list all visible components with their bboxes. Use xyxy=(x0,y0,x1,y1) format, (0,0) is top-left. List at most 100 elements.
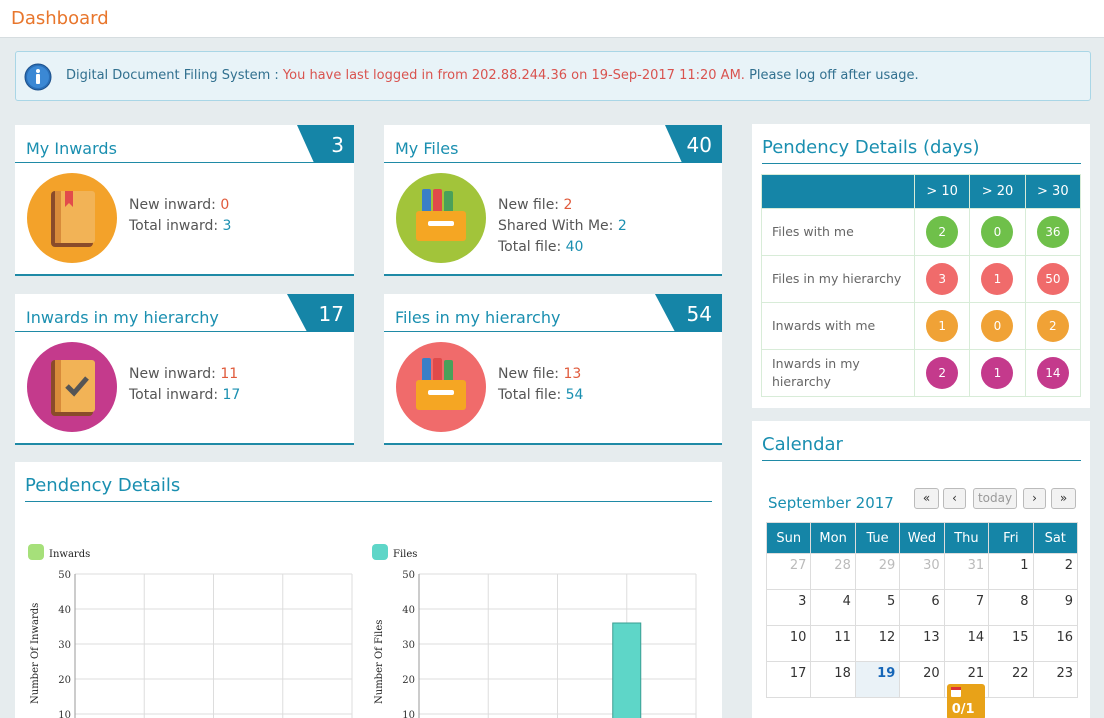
alert-text: Digital Document Filing System : You hav… xyxy=(66,68,919,83)
calendar-day[interactable]: 18 xyxy=(810,661,856,698)
calendar-day[interactable]: 11 xyxy=(810,625,856,662)
pendency-cell: 0 xyxy=(969,302,1026,350)
calendar-day[interactable]: 1 xyxy=(988,553,1034,590)
pendency-cell: 3 xyxy=(913,255,971,303)
calendar-day[interactable]: 8 xyxy=(988,589,1034,626)
day-number: 31 xyxy=(967,558,985,573)
count-dot[interactable]: 2 xyxy=(1036,310,1069,342)
calendar-day[interactable]: 21 0/1 xyxy=(943,661,990,718)
day-number: 30 xyxy=(923,558,940,573)
inwards-bar-chart: 50 40 30 20 10 Number Of Inwards xyxy=(30,570,353,718)
day-number: 18 xyxy=(834,666,851,681)
prev-year-button[interactable]: « xyxy=(914,488,939,509)
y-tick-label: 50 xyxy=(58,570,71,581)
count-dot[interactable]: 14 xyxy=(1036,357,1069,389)
calendar-day[interactable]: 10 xyxy=(765,625,812,662)
row-label: Files in my hierarchy xyxy=(761,255,915,303)
card-header: My Inwards xyxy=(15,125,354,163)
files-bar-chart: 50 40 30 20 10 Number Of Files xyxy=(374,570,697,718)
calendar-day[interactable]: 31 xyxy=(943,553,990,590)
day-number: 5 xyxy=(886,594,896,609)
weekday-header: Wed xyxy=(899,522,945,554)
prev-month-button[interactable]: ‹ xyxy=(943,488,966,509)
calendar-day[interactable]: 5 xyxy=(854,589,901,626)
calendar-day[interactable]: 28 xyxy=(810,553,856,590)
pendency-row: Files in my hierarchy 3 1 50 xyxy=(761,255,1082,303)
calendar-day[interactable]: 14 xyxy=(943,625,990,662)
bar[interactable] xyxy=(612,622,642,718)
my-files-card[interactable]: My Files 40 New file: 2 Shared With Me: … xyxy=(384,125,722,276)
calendar-week: 17 18 19 20 21 0/1 22 23 xyxy=(765,661,1079,718)
card-title: Inwards in my hierarchy xyxy=(26,308,219,327)
calendar-day[interactable]: 12 xyxy=(854,625,901,662)
calendar-day[interactable]: 22 xyxy=(988,661,1034,698)
row-label: Files with me xyxy=(761,208,915,256)
count-dot[interactable]: 2 xyxy=(926,216,959,248)
calendar-day[interactable]: 6 xyxy=(899,589,945,626)
calendar-day[interactable]: 17 xyxy=(765,661,812,698)
calendar-day[interactable]: 9 xyxy=(1032,589,1079,626)
next-month-button[interactable]: › xyxy=(1023,488,1046,509)
day-number: 20 xyxy=(923,666,940,681)
count-dot[interactable]: 0 xyxy=(981,310,1014,342)
info-icon xyxy=(24,63,52,91)
calendar-day[interactable]: 29 xyxy=(854,553,901,590)
calendar-day[interactable]: 3 xyxy=(765,589,812,626)
card-stats: New inward: 0 Total inward: 3 xyxy=(129,197,232,234)
count-dot[interactable]: 1 xyxy=(981,357,1014,389)
calendar-day[interactable]: 30 xyxy=(899,553,945,590)
calendar-day[interactable]: 13 xyxy=(899,625,945,662)
day-number: 16 xyxy=(1056,630,1073,645)
y-tick-label: 40 xyxy=(58,605,71,616)
count-dot[interactable]: 3 xyxy=(926,263,959,295)
calendar-day[interactable]: 15 xyxy=(988,625,1034,662)
inward-book-icon xyxy=(27,173,117,263)
count-dot[interactable]: 36 xyxy=(1036,216,1069,248)
y-tick-label: 20 xyxy=(58,675,71,686)
col-header xyxy=(761,174,915,209)
calendar-event[interactable]: 0/1 xyxy=(946,684,985,718)
day-number: 28 xyxy=(834,558,851,573)
col-header: > 20 xyxy=(969,174,1026,209)
calendar-day[interactable]: 4 xyxy=(810,589,856,626)
count-dot[interactable]: 1 xyxy=(981,263,1014,295)
calendar-day[interactable]: 27 xyxy=(765,553,812,590)
alert-suffix: Please log off after usage. xyxy=(749,68,919,83)
calendar-day[interactable]: 19 xyxy=(854,661,901,698)
day-number: 29 xyxy=(878,558,896,573)
calendar-day[interactable]: 16 xyxy=(1032,625,1079,662)
calendar-event-icon xyxy=(950,687,961,697)
pendency-cell: 1 xyxy=(913,302,971,350)
count-dot[interactable]: 50 xyxy=(1036,263,1069,295)
calendar-day[interactable]: 20 xyxy=(899,661,945,698)
page-title: Dashboard xyxy=(11,8,109,29)
calendar-month-label: September 2017 xyxy=(768,494,894,512)
inwards-hierarchy-card[interactable]: Inwards in my hierarchy 17 New inward: 1… xyxy=(15,294,354,445)
calendar-day[interactable]: 2 xyxy=(1032,553,1079,590)
day-number: 3 xyxy=(798,594,807,609)
day-number: 8 xyxy=(1020,594,1029,609)
day-number: 17 xyxy=(789,666,807,681)
pendency-table: > 10 > 20 > 30 Files with me 2 0 36 Files in… xyxy=(761,174,1082,397)
y-axis-label: Number Of Inwards xyxy=(30,603,41,704)
card-header: Inwards in my hierarchy xyxy=(15,294,354,332)
checked-book-icon xyxy=(27,342,117,432)
pendency-cell: 2 xyxy=(1024,302,1082,350)
files-hierarchy-card[interactable]: Files in my hierarchy 54 New file: 13 To… xyxy=(384,294,722,445)
day-number: 6 xyxy=(931,594,940,609)
calendar-week: 10 11 12 13 14 15 16 xyxy=(765,625,1079,662)
y-tick-label: 10 xyxy=(402,710,415,718)
y-tick-label: 40 xyxy=(402,605,415,616)
calendar-day[interactable]: 7 xyxy=(943,589,990,626)
count-dot[interactable]: 1 xyxy=(926,310,959,342)
today-button[interactable]: today xyxy=(973,488,1017,509)
my-inwards-card[interactable]: My Inwards 3 New inward: 0 Total inward:… xyxy=(15,125,354,276)
alert-login-info: You have last logged in from 202.88.244.… xyxy=(282,68,745,83)
weekday-header: Thu xyxy=(943,522,990,554)
count-dot[interactable]: 2 xyxy=(926,357,959,389)
calendar-day[interactable]: 23 xyxy=(1032,661,1079,698)
count-badge: 40 xyxy=(665,125,722,163)
next-year-button[interactable]: » xyxy=(1051,488,1076,509)
count-dot[interactable]: 0 xyxy=(981,216,1014,248)
pendency-row: Inwards in my hierarchy 2 1 14 xyxy=(761,349,1082,397)
